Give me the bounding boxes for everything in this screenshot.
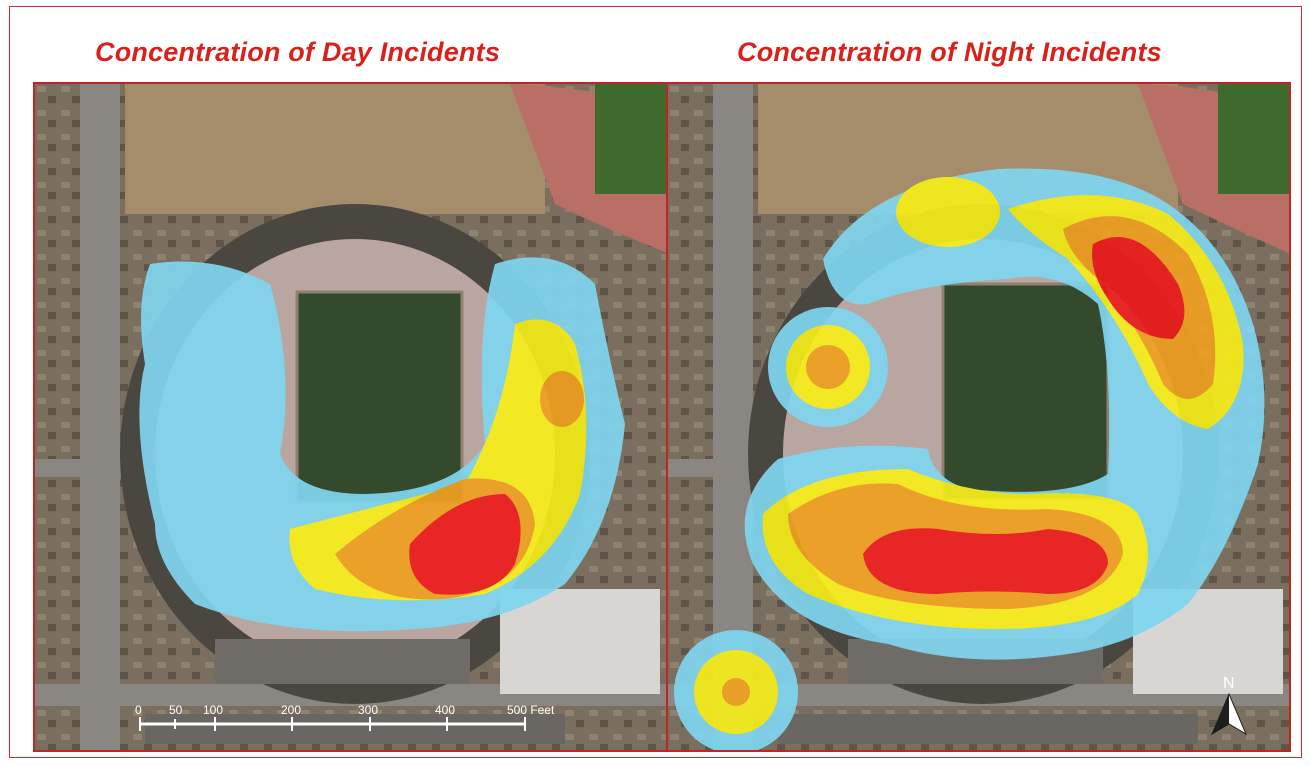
scale-label: 200 — [281, 703, 301, 717]
night-incidents-map[interactable]: N — [668, 82, 1291, 752]
parking-lot — [145, 714, 565, 744]
heat-zone-high — [540, 371, 584, 427]
heat-zone-highest — [863, 528, 1108, 594]
football-field — [941, 282, 1110, 501]
construction-site — [125, 84, 545, 214]
north-arrow-icon: N — [1210, 675, 1248, 736]
day-heatmap — [139, 257, 625, 632]
football-field — [295, 290, 464, 504]
scale-label: 300 — [358, 703, 378, 717]
parking-lot — [778, 714, 1198, 744]
night-map-canvas: N — [668, 84, 1289, 750]
heat-zone-highest — [409, 494, 521, 595]
heat-zone-medium — [896, 177, 1000, 247]
scale-label: 50 — [169, 703, 183, 717]
day-map-title: Concentration of Day Incidents — [95, 37, 501, 67]
heat-zone-high — [806, 345, 850, 389]
day-incidents-map[interactable]: 0 50 100 200 300 400 500 Feet — [33, 82, 668, 752]
practice-field — [1218, 84, 1289, 194]
practice-field — [595, 84, 666, 194]
scale-label: 400 — [435, 703, 455, 717]
scale-label: 500 Feet — [507, 703, 555, 717]
night-heatmap — [674, 168, 1265, 750]
scale-label: 100 — [203, 703, 223, 717]
road — [80, 84, 120, 750]
scale-bar: 0 50 100 200 300 400 500 Feet — [135, 703, 555, 731]
heat-zone-high — [722, 678, 750, 706]
heat-zone-highest — [1092, 237, 1185, 339]
night-map-title: Concentration of Night Incidents — [737, 37, 1162, 67]
building — [500, 589, 660, 694]
scale-label: 0 — [135, 703, 142, 717]
north-label: N — [1223, 675, 1235, 692]
day-map-canvas: 0 50 100 200 300 400 500 Feet — [35, 84, 666, 750]
parking-lot — [215, 639, 470, 684]
